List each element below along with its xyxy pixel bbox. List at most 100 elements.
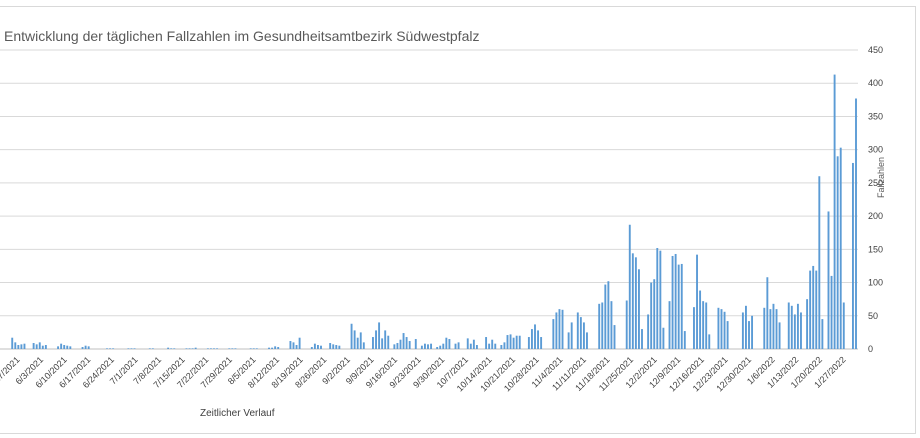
bar bbox=[420, 345, 423, 349]
bar bbox=[87, 346, 90, 349]
bar bbox=[439, 345, 442, 349]
bar bbox=[815, 270, 818, 349]
bar bbox=[842, 302, 845, 349]
bar bbox=[298, 337, 301, 349]
bar bbox=[491, 339, 494, 349]
bar bbox=[769, 309, 772, 349]
bar bbox=[213, 348, 215, 349]
bar bbox=[372, 337, 374, 349]
bar bbox=[402, 333, 405, 349]
y-axis-label: Fallzahlen bbox=[876, 156, 886, 198]
chart-title: Entwicklung der täglichen Fallzahlen im … bbox=[4, 28, 480, 44]
y-tick-label: 450 bbox=[868, 45, 883, 55]
bar bbox=[173, 348, 176, 349]
bar bbox=[512, 337, 515, 349]
bar bbox=[763, 307, 766, 349]
bar bbox=[381, 338, 384, 349]
bar bbox=[41, 345, 44, 349]
bar bbox=[14, 342, 17, 349]
y-tick-label: 250 bbox=[868, 178, 883, 188]
bar bbox=[317, 345, 319, 349]
x-axis-ticks: 5/27/20216/3/20216/10/20216/17/20216/24/… bbox=[0, 355, 848, 394]
bar bbox=[509, 334, 512, 349]
bar bbox=[442, 343, 445, 349]
bar bbox=[133, 348, 136, 349]
bar bbox=[662, 327, 665, 349]
bar bbox=[772, 303, 775, 349]
bar bbox=[582, 322, 585, 349]
bar bbox=[356, 337, 359, 349]
bar bbox=[320, 345, 322, 349]
bar bbox=[475, 345, 478, 349]
bar bbox=[130, 348, 133, 349]
bar bbox=[656, 248, 659, 349]
bar bbox=[613, 325, 616, 349]
bar bbox=[66, 345, 69, 349]
bar bbox=[84, 345, 87, 349]
bar bbox=[252, 348, 255, 349]
bar bbox=[310, 347, 313, 349]
bar bbox=[680, 263, 683, 349]
bar bbox=[696, 254, 698, 349]
bar bbox=[148, 348, 151, 349]
y-tick-label: 350 bbox=[868, 111, 883, 121]
bar bbox=[292, 342, 295, 349]
bar bbox=[821, 319, 824, 349]
bar bbox=[277, 347, 280, 349]
bar bbox=[436, 347, 439, 349]
bar bbox=[775, 309, 778, 349]
bar bbox=[653, 279, 656, 349]
bar bbox=[836, 156, 839, 349]
bar bbox=[81, 347, 84, 349]
bar bbox=[527, 337, 530, 349]
bar bbox=[32, 343, 35, 349]
bar bbox=[503, 342, 506, 349]
bar bbox=[598, 303, 601, 349]
bar bbox=[274, 346, 277, 349]
bar bbox=[671, 255, 674, 349]
bar bbox=[485, 337, 488, 349]
bar bbox=[234, 348, 237, 349]
bar bbox=[335, 345, 338, 349]
bar bbox=[683, 331, 686, 349]
y-tick-label: 100 bbox=[868, 278, 883, 288]
bar bbox=[830, 275, 833, 349]
bar bbox=[540, 337, 543, 349]
bar bbox=[454, 343, 457, 349]
bar bbox=[289, 341, 292, 349]
y-tick-label: 50 bbox=[868, 311, 878, 321]
bar bbox=[194, 347, 197, 349]
bar bbox=[167, 347, 170, 349]
bar bbox=[818, 176, 821, 349]
bar bbox=[494, 343, 497, 349]
bar bbox=[625, 300, 628, 349]
y-tick-label: 400 bbox=[868, 78, 883, 88]
bar bbox=[414, 339, 417, 349]
bar bbox=[445, 337, 448, 349]
x-axis-label: Zeitlicher Verlauf bbox=[200, 408, 275, 419]
y-axis-ticks: 0 50 100 150 200 250 300 350 400 450 bbox=[868, 45, 883, 354]
bar bbox=[35, 344, 38, 349]
bar bbox=[610, 301, 613, 349]
bar bbox=[375, 330, 377, 349]
bar bbox=[353, 330, 356, 349]
bar bbox=[604, 284, 607, 349]
bar bbox=[387, 335, 390, 349]
bar bbox=[552, 319, 555, 349]
bar bbox=[448, 339, 451, 349]
chart-frame bbox=[0, 6, 916, 434]
bar bbox=[469, 343, 472, 349]
bar bbox=[650, 282, 653, 349]
bar bbox=[359, 332, 362, 349]
bar bbox=[405, 337, 408, 349]
bar bbox=[408, 341, 411, 349]
bar bbox=[313, 343, 316, 349]
bar bbox=[745, 305, 747, 349]
bar bbox=[576, 312, 579, 349]
bar bbox=[249, 348, 252, 349]
bar bbox=[806, 299, 809, 349]
bar bbox=[790, 305, 793, 349]
bar bbox=[216, 348, 219, 349]
bar bbox=[210, 348, 212, 349]
